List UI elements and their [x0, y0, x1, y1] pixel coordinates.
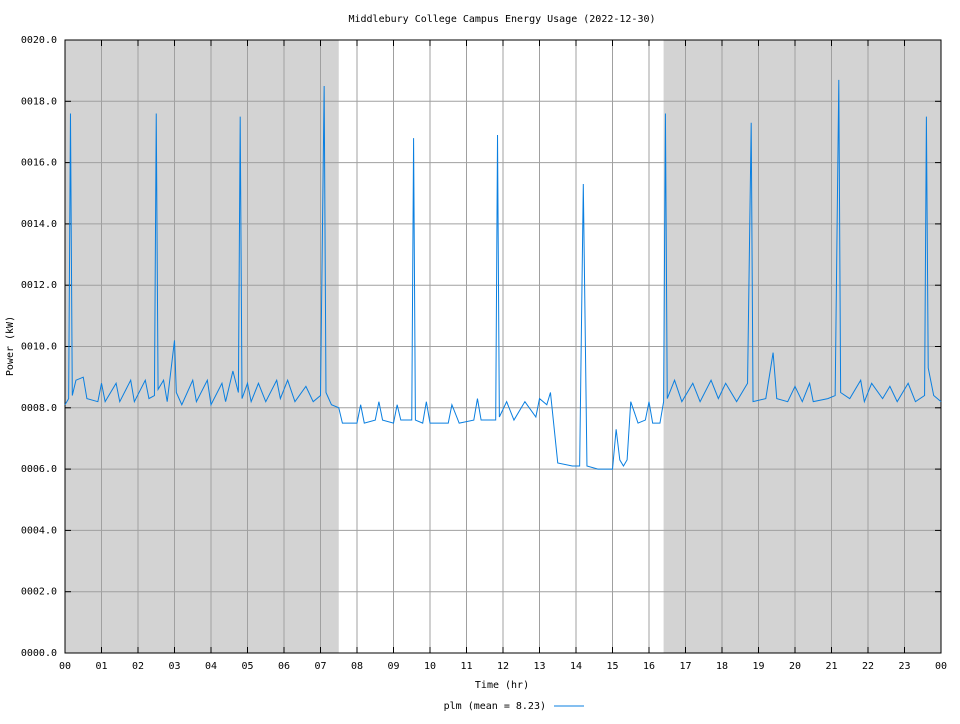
x-tick-label: 06	[278, 661, 290, 672]
plot-frame	[64, 39, 942, 654]
x-tick-label: 00	[59, 661, 71, 672]
x-tick-label: 22	[862, 661, 874, 672]
x-tick-label: 14	[570, 661, 582, 672]
x-tick-label: 02	[132, 661, 144, 672]
y-axis-label: Power (kW)	[5, 316, 16, 376]
data-line	[64, 79, 942, 470]
y-tick-label: 0008.0	[21, 403, 57, 414]
x-tick-label: 03	[168, 661, 180, 672]
y-tick-label: 0020.0	[21, 35, 57, 46]
x-axis-label: Time (hr)	[475, 680, 529, 691]
y-tick-label: 0006.0	[21, 464, 57, 475]
x-tick-label: 17	[679, 661, 691, 672]
legend-label: plm (mean = 8.23)	[444, 701, 546, 712]
x-tick-label: 18	[716, 661, 728, 672]
x-tick-label: 12	[497, 661, 509, 672]
y-tick-label: 0004.0	[21, 525, 57, 536]
x-tick-label: 13	[533, 661, 545, 672]
y-tick-label: 0018.0	[21, 96, 57, 107]
y-tick-label: 0012.0	[21, 280, 57, 291]
x-tick-label: 15	[606, 661, 618, 672]
x-tick-label: 23	[898, 661, 910, 672]
x-tick-label: 07	[314, 661, 326, 672]
y-tick-label: 0016.0	[21, 158, 57, 169]
x-tick-label: 01	[95, 661, 107, 672]
x-tick-label: 00	[935, 661, 947, 672]
y-tick-label: 0002.0	[21, 587, 57, 598]
chart-title: Middlebury College Campus Energy Usage (…	[348, 14, 655, 25]
x-tick-label: 20	[789, 661, 801, 672]
y-tick-label: 0014.0	[21, 219, 57, 230]
x-tick-label: 04	[205, 661, 217, 672]
x-tick-label: 05	[241, 661, 253, 672]
y-tick-label: 0010.0	[21, 342, 57, 353]
x-tick-label: 21	[825, 661, 837, 672]
x-tick-label: 10	[424, 661, 436, 672]
x-tick-label: 11	[460, 661, 472, 672]
x-tick-label: 16	[643, 661, 655, 672]
x-tick-label: 19	[752, 661, 764, 672]
x-tick-label: 08	[351, 661, 363, 672]
y-tick-label: 0000.0	[21, 648, 57, 659]
x-tick-label: 09	[387, 661, 399, 672]
